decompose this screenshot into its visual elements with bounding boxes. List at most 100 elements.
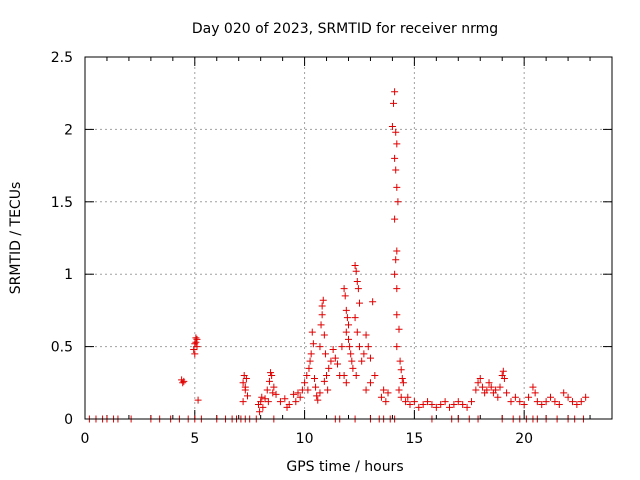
data-point: [355, 343, 363, 351]
data-point: [276, 398, 284, 406]
data-point: [351, 314, 359, 322]
data-point: [331, 354, 339, 362]
x-tick-labels: 0 5 10 15 20: [81, 431, 534, 447]
data-point: [393, 311, 401, 319]
data-point: [239, 379, 247, 387]
data-point: [351, 262, 359, 270]
data-point: [319, 296, 327, 304]
data-point: [525, 393, 533, 401]
data-point: [352, 372, 360, 380]
data-point: [463, 403, 471, 411]
data-point: [304, 386, 312, 394]
data-point: [560, 389, 568, 397]
data-point: [393, 343, 401, 351]
data-points: [85, 88, 590, 423]
data-point: [494, 393, 502, 401]
data-point: [329, 345, 337, 353]
data-point: [257, 398, 265, 406]
data-point: [341, 292, 349, 300]
data-point: [399, 379, 407, 387]
data-point: [314, 396, 322, 404]
data-point: [531, 389, 539, 397]
data-point: [193, 343, 201, 351]
data-point: [485, 379, 493, 387]
data-point: [402, 398, 410, 406]
data-point: [391, 88, 399, 96]
data-point: [382, 398, 390, 406]
data-point: [459, 401, 467, 409]
data-point: [492, 386, 500, 394]
data-point: [294, 389, 302, 397]
data-point: [503, 389, 511, 397]
x-axis-label: GPS time / hours: [286, 459, 403, 475]
data-point: [395, 386, 403, 394]
data-point: [272, 390, 280, 398]
data-point: [310, 374, 318, 382]
data-point: [192, 338, 200, 346]
data-point: [358, 357, 366, 365]
data-point: [343, 314, 351, 322]
chart-title: Day 020 of 2023, SRMTID for receiver nrm…: [192, 21, 498, 37]
x-tick-label: 5: [190, 431, 199, 447]
data-point: [582, 393, 590, 401]
x-tick-label: 20: [515, 431, 533, 447]
data-point: [327, 357, 335, 365]
data-point: [353, 277, 361, 285]
data-point: [393, 183, 401, 191]
data-point: [362, 331, 370, 339]
x-tick-label: 15: [405, 431, 423, 447]
grid-lines: [85, 57, 612, 419]
data-point: [346, 343, 354, 351]
data-point: [507, 398, 515, 406]
data-point: [450, 401, 458, 409]
data-point: [340, 285, 348, 293]
data-point: [393, 285, 401, 293]
data-point: [191, 350, 199, 358]
data-point: [437, 401, 445, 409]
data-point: [573, 401, 581, 409]
data-point: [393, 140, 401, 148]
data-point: [267, 369, 275, 377]
data-point: [303, 372, 311, 380]
data-point: [467, 398, 475, 406]
data-point: [352, 267, 360, 275]
data-point: [564, 393, 572, 401]
data-point: [259, 403, 267, 411]
y-tick-label: 2.5: [51, 50, 73, 66]
data-point: [394, 198, 402, 206]
data-point: [538, 401, 546, 409]
data-point: [393, 247, 401, 255]
data-point: [258, 393, 266, 401]
data-point: [511, 393, 519, 401]
data-point: [334, 360, 342, 368]
y-tick-label: 1: [64, 267, 73, 283]
data-point: [377, 393, 385, 401]
data-point: [342, 306, 350, 314]
data-point: [369, 298, 377, 306]
data-point: [349, 364, 357, 372]
y-tick-label: 2: [64, 122, 73, 138]
data-point: [398, 374, 406, 382]
data-point: [342, 328, 350, 336]
data-point: [269, 389, 277, 397]
data-point: [364, 343, 372, 351]
data-point: [308, 328, 316, 336]
data-point: [419, 401, 427, 409]
y-tick-label: 0: [64, 412, 73, 428]
data-point: [520, 401, 528, 409]
data-point: [474, 379, 482, 387]
data-point: [190, 345, 198, 353]
data-point: [345, 321, 352, 329]
data-point: [320, 331, 328, 339]
data-point: [483, 386, 491, 394]
data-point: [312, 383, 320, 391]
data-point: [179, 379, 187, 387]
data-point: [268, 372, 276, 380]
data-point: [242, 374, 250, 382]
data-point: [568, 398, 576, 406]
data-point: [478, 383, 486, 391]
data-point: [542, 398, 550, 406]
data-point: [348, 357, 356, 365]
data-point: [355, 299, 363, 307]
